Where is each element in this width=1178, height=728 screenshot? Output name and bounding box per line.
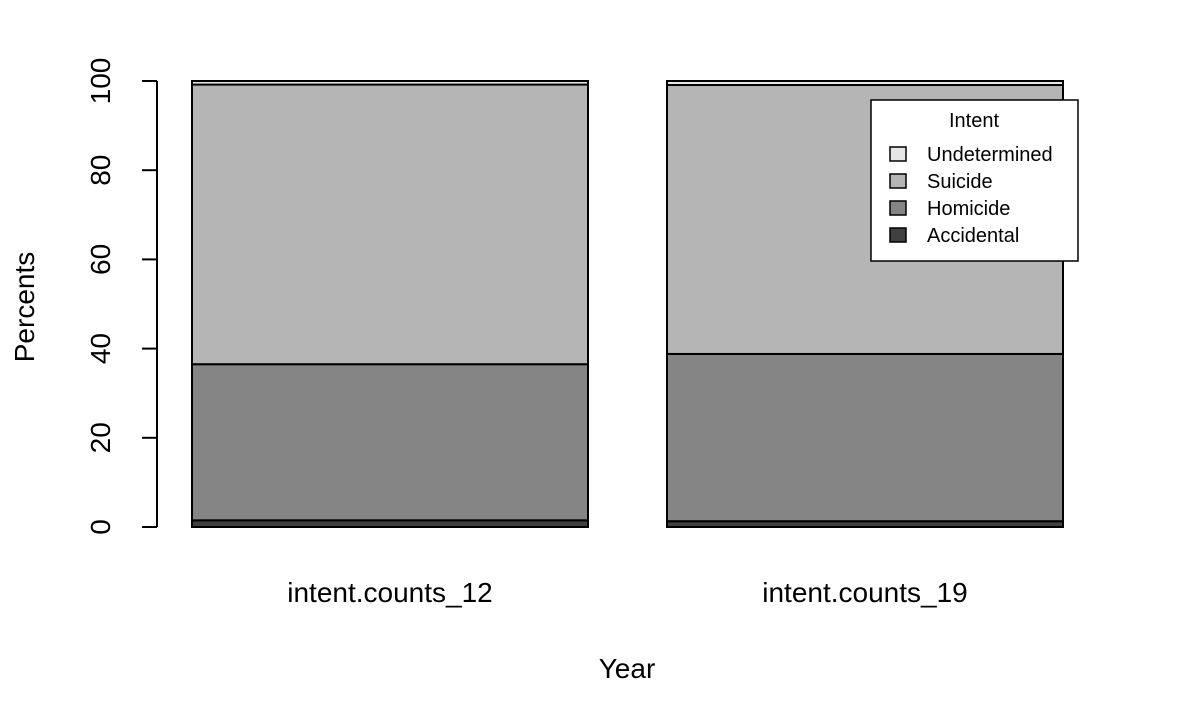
y-axis: 0 20 40 60 80 100 (85, 58, 158, 535)
legend-swatch-accidental (889, 227, 907, 243)
y-tick-label: 80 (85, 155, 116, 186)
legend-title: Intent (949, 110, 999, 132)
legend-label-suicide: Suicide (927, 171, 993, 193)
y-tick-label: 20 (85, 422, 116, 453)
x-tick-label: intent.counts_12 (287, 577, 493, 608)
legend-swatch-homicide (889, 200, 907, 216)
bar-segment-undetermined-1 (191, 80, 589, 86)
legend: Intent Undetermined Suicide Homicide Acciden… (870, 99, 1079, 262)
bar-segment-homicide-2 (666, 352, 1064, 523)
legend-label-accidental: Accidental (927, 225, 1019, 247)
x-tick-label: intent.counts_19 (762, 577, 968, 608)
y-tick-label: 100 (85, 58, 116, 105)
bar-segment-undetermined-2 (666, 80, 1064, 87)
y-tick-label: 0 (85, 519, 116, 535)
x-axis-label: Year (599, 653, 656, 684)
legend-label-undetermined: Undetermined (927, 144, 1053, 166)
legend-swatch-suicide (889, 173, 907, 189)
legend-swatch-undetermined (889, 146, 907, 162)
bar-segment-accidental-1 (191, 519, 589, 528)
x-tick-labels: intent.counts_12 intent.counts_19 (287, 577, 968, 608)
y-tick-label: 60 (85, 244, 116, 275)
y-tick-label: 40 (85, 333, 116, 364)
bar-segment-suicide-1 (191, 83, 589, 366)
y-axis-label: Percents (9, 252, 40, 363)
legend-label-homicide: Homicide (927, 198, 1010, 220)
bar-segment-homicide-1 (191, 363, 589, 522)
